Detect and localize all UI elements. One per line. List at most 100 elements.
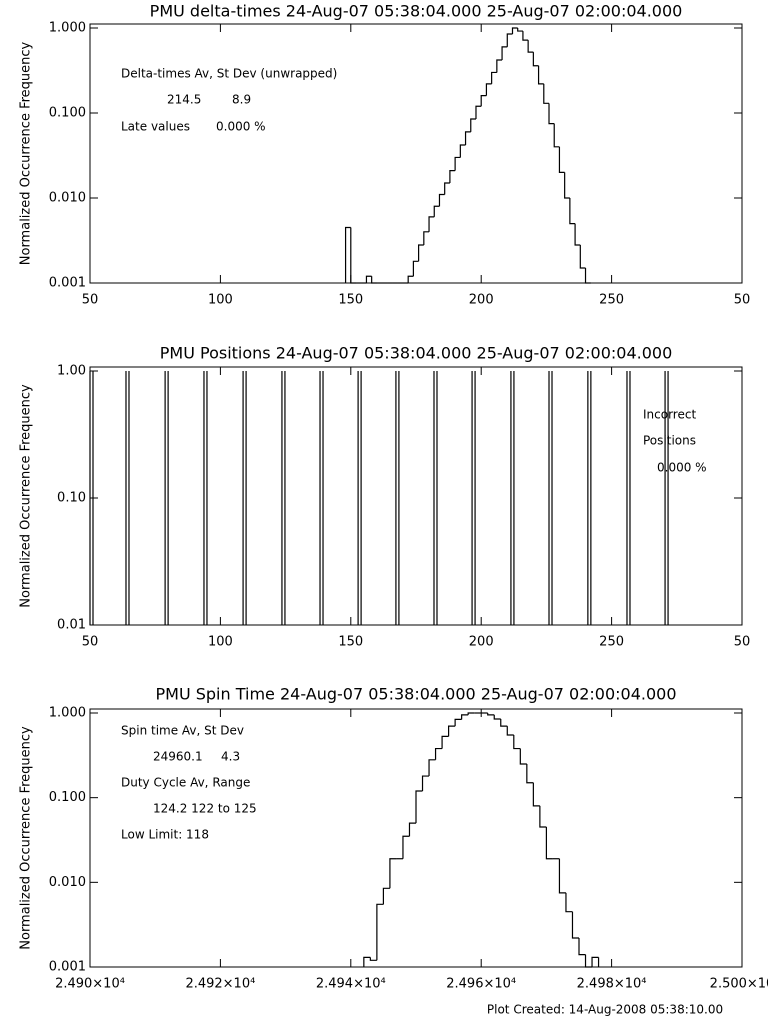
x-tick-label: 50 [82,635,99,650]
histogram-step [421,775,430,791]
histogram-step [564,172,570,199]
histogram-step [467,712,475,715]
position-spike [626,371,631,625]
position-spike [164,371,169,625]
histogram-step [475,105,482,119]
histogram-step [569,198,576,225]
annotation: Low Limit: 118 [121,828,209,842]
histogram-step [565,892,573,913]
x-tick-label: 2.498×10⁴ [577,977,647,992]
y-axis-label: Normalized Occurrence Frequency [19,384,34,608]
annotation: Delta-times Av, St Dev (unwrapped) [121,67,337,81]
histogram-step [548,103,555,125]
x-tick-label: 50 [734,293,751,308]
histogram-step [402,835,410,859]
position-spike [433,371,438,625]
histogram-step [539,805,547,828]
histogram-step [522,31,529,41]
histogram-step [519,748,527,765]
histogram-step [491,71,497,84]
histogram-step [485,83,492,96]
x-tick-label: 100 [208,293,233,308]
x-tick-label: 150 [338,293,363,308]
histogram-step [487,713,495,716]
x-tick-label: 250 [599,635,624,650]
y-axis-label: Normalized Occurrence Frequency [19,41,34,265]
histogram-step [389,858,397,889]
chart-title: PMU Spin Time 24-Aug-07 05:38:04.000 25-… [155,685,676,704]
y-tick-label: 1.000 [49,706,86,721]
annotation: 24960.1 [153,750,203,764]
histogram-step [428,759,436,777]
annotation: 4.3 [221,750,240,764]
x-tick-label: 2.494×10⁴ [316,977,386,992]
position-spike [395,371,400,625]
x-tick-label: 150 [338,635,363,650]
histogram-step [526,763,534,784]
y-axis-label: Normalized Occurrence Frequency [19,726,34,950]
y-tick-label: 1.00 [57,364,86,379]
histogram-step [574,223,581,246]
histogram-step [454,156,461,171]
x-tick-label: 250 [599,293,624,308]
position-spike [357,371,362,625]
histogram-step [376,903,384,961]
histogram-step [571,911,579,939]
annotation: Positions [643,434,696,448]
annotation: 0.000 % [657,461,707,475]
y-tick-label: 0.010 [49,875,86,890]
x-tick-label: 50 [734,635,751,650]
histogram-step [532,782,540,807]
histogram-step [527,40,534,53]
annotation: 0.000 % [216,120,266,134]
histogram-step [500,718,508,727]
histogram-step [545,827,553,860]
histogram-step [418,244,424,262]
histogram-step [501,46,508,61]
histogram-step [493,714,501,720]
y-tick-label: 0.100 [49,106,86,121]
plot-frame [89,708,743,968]
histogram-step [344,226,351,283]
histogram-step [537,65,544,85]
y-tick-label: 0.001 [49,276,86,291]
y-tick-label: 0.010 [49,191,86,206]
x-tick-label: 2.496×10⁴ [446,977,516,992]
x-tick-label: 200 [469,293,494,308]
x-tick-label: 2.500×10 [710,977,768,992]
histogram-step [513,734,521,750]
histogram-step [584,268,591,284]
histogram-step [371,276,377,284]
annotation: 214.5 [167,93,201,107]
histogram-step [558,146,565,174]
histogram-step [363,956,371,967]
histogram-step [511,27,518,34]
histogram-step [461,714,469,720]
position-spike [471,371,476,625]
histogram-step [506,33,513,47]
footer: Plot Created: 14-Aug-2008 05:38:10.00 [487,1003,723,1017]
histogram-step [382,887,390,905]
y-tick-label: 0.100 [49,790,86,805]
histogram-step [423,231,430,245]
histogram-step [584,954,593,968]
position-spike [281,371,286,625]
histogram-step [578,938,586,956]
annotation: Spin time Av, St Dev [121,724,244,738]
position-spike [89,371,94,625]
histogram-step [369,957,377,961]
annotation: Incorrect [643,408,696,422]
position-spike [587,371,592,625]
y-tick-label: 0.01 [57,618,86,633]
histogram-step [412,260,419,277]
histogram-step [558,858,566,894]
position-spike [664,371,669,625]
position-spike [510,371,515,625]
histogram-step [434,747,443,760]
histogram-step [428,216,435,232]
histogram-step [464,131,471,146]
histogram-step [454,718,462,727]
